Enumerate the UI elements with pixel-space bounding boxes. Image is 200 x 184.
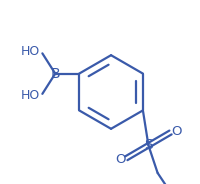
- Text: HO: HO: [20, 89, 40, 102]
- Text: S: S: [144, 138, 153, 152]
- Text: B: B: [50, 67, 60, 81]
- Text: O: O: [171, 125, 181, 138]
- Text: HO: HO: [20, 45, 40, 58]
- Text: O: O: [115, 153, 126, 166]
